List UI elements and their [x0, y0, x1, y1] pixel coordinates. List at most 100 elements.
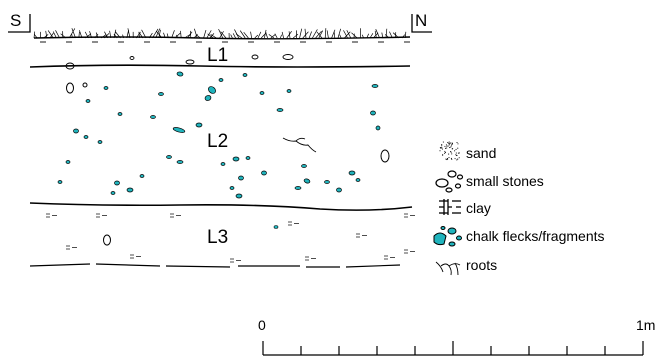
legend-small-stones-label: small stones	[466, 173, 544, 189]
legend-chalk-label: chalk flecks/fragments	[466, 228, 605, 244]
clay-mark	[384, 255, 395, 260]
chalk-fleck	[303, 178, 311, 184]
chalk-fleck	[355, 178, 361, 182]
scale-ticks	[262, 341, 644, 355]
chalk-fleck	[195, 122, 203, 128]
layer-l1-label: L1	[207, 45, 228, 66]
stone	[103, 234, 111, 246]
chalk-fleck	[371, 84, 379, 88]
clay-mark	[305, 256, 316, 261]
legend-clay-label: clay	[466, 200, 491, 216]
small-stones-swatch	[435, 170, 464, 193]
chalk-fleck	[242, 73, 248, 77]
l2-chalk-flecks	[57, 71, 381, 199]
l2-stones	[66, 82, 390, 163]
scale-end-label: 1m	[636, 317, 655, 333]
chalk-fleck	[261, 170, 267, 176]
chalk-fleck	[57, 180, 63, 184]
chalk-fleck	[85, 99, 91, 103]
north-marker	[411, 14, 432, 33]
boundary-l1-l2	[29, 64, 411, 68]
chalk-fleck	[114, 180, 120, 186]
scale-bar: 0 1m	[258, 317, 655, 356]
clay-mark	[288, 221, 299, 226]
layer-l3-label: L3	[207, 227, 228, 248]
chalk-fleck	[204, 95, 212, 101]
north-label: N	[415, 11, 427, 30]
clay-mark	[66, 245, 77, 250]
stone	[65, 62, 75, 70]
stone	[447, 170, 457, 178]
chalk-fleck	[286, 89, 292, 93]
layer-l2-label: L2	[207, 131, 228, 152]
ground-surface-line	[33, 36, 411, 40]
clay-mark	[404, 213, 415, 218]
legend-roots-label: roots	[466, 257, 497, 273]
stone	[129, 56, 135, 60]
chalk-fragment	[448, 241, 456, 247]
chalk-fleck	[139, 174, 145, 178]
boundary-l2-l3	[29, 202, 413, 211]
chalk-fleck	[65, 160, 71, 164]
chalk-fleck	[336, 187, 342, 193]
chalk-fragment	[456, 235, 462, 241]
chalk-fleck	[176, 160, 184, 164]
chalk-fleck	[294, 186, 302, 190]
chalk-fleck	[232, 156, 240, 162]
clay-mark	[96, 213, 107, 218]
l3-clay-marks	[46, 213, 415, 263]
root-fragment	[282, 137, 317, 153]
l3-chalk-flecks	[273, 225, 279, 229]
chalk-fleck	[83, 135, 89, 139]
clay-swatch	[439, 199, 461, 215]
clay-mark	[356, 233, 367, 238]
chalk-fragment	[433, 232, 447, 246]
chalk-fleck	[238, 175, 244, 181]
chalk-fleck	[220, 162, 226, 166]
chalk-fleck	[324, 180, 330, 184]
chalk-fleck	[110, 191, 116, 195]
stone	[82, 82, 88, 88]
stone	[445, 187, 453, 193]
chalk-fleck	[117, 112, 123, 116]
clay-mark	[130, 254, 141, 259]
chalk-fleck	[158, 92, 164, 96]
base-line	[29, 263, 401, 268]
sand-swatch	[439, 141, 460, 161]
stone	[251, 54, 259, 60]
chalk-fleck	[235, 193, 243, 199]
chalk-fleck	[229, 186, 235, 190]
chalk-fleck	[245, 156, 251, 160]
root	[435, 261, 461, 276]
roots-swatch	[435, 261, 461, 276]
chalk-swatch	[433, 226, 462, 247]
stone	[435, 178, 449, 188]
stone	[380, 149, 390, 163]
chalk-fragment	[440, 226, 446, 230]
turf-hatching	[33, 28, 410, 43]
chalk-fleck	[172, 127, 186, 133]
stone	[456, 174, 464, 180]
chalk-fleck	[301, 164, 307, 168]
stone	[282, 54, 294, 60]
chalk-fleck	[276, 108, 284, 112]
scale-start-label: 0	[258, 317, 266, 333]
stone	[66, 82, 74, 94]
chalk-fleck	[348, 170, 356, 176]
clay-mark	[46, 213, 57, 218]
chalk-fleck	[166, 155, 172, 159]
l1-inclusions	[65, 54, 294, 70]
chalk-fleck	[273, 225, 279, 229]
clay-mark	[404, 249, 415, 254]
chalk-fleck	[208, 86, 216, 94]
stone	[185, 59, 195, 65]
stone	[454, 183, 462, 189]
clay-mark	[230, 258, 241, 263]
chalk-fleck	[375, 125, 381, 131]
chalk-fleck	[370, 110, 376, 116]
south-marker	[8, 14, 31, 33]
chalk-fleck	[176, 71, 184, 77]
chalk-fleck	[73, 128, 79, 134]
chalk-fleck	[150, 115, 156, 119]
